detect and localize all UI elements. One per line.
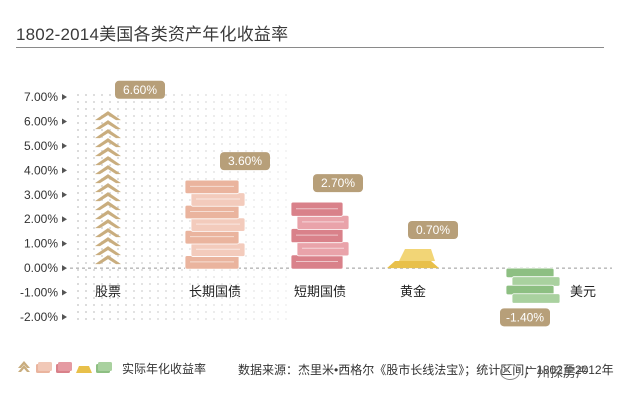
category-label: 短期国债 xyxy=(294,284,346,299)
y-tick-label: 7.00% xyxy=(24,90,58,104)
y-tick-marker xyxy=(62,118,67,125)
value-label-short-bonds-bg xyxy=(313,174,363,193)
y-tick-marker xyxy=(62,191,67,198)
value-label-gold-bg xyxy=(408,221,458,239)
category-label: 美元 xyxy=(570,284,596,299)
y-tick-marker xyxy=(62,265,67,272)
y-tick-label: 6.00% xyxy=(24,114,58,128)
watermark-text: 广州探房产 xyxy=(524,365,590,380)
value-label-short-bonds: 2.70% xyxy=(321,176,355,190)
bar-long-bonds xyxy=(184,179,246,270)
y-tick-label: 0.00% xyxy=(24,261,58,275)
bar-stocks xyxy=(95,111,121,265)
value-label-long-bonds-bg xyxy=(220,152,270,171)
value-label-long-bonds: 3.60% xyxy=(228,154,262,168)
title-divider xyxy=(16,47,604,48)
chevron-icon xyxy=(18,365,30,372)
watermark: 广州探房产 xyxy=(500,362,589,381)
value-label-stocks: 6.60% xyxy=(123,83,157,97)
category-label: 股票 xyxy=(95,284,121,299)
value-label-gold: 0.70% xyxy=(416,223,450,237)
y-tick-label: 2.00% xyxy=(24,212,58,226)
bar-short-bonds xyxy=(290,201,350,270)
value-label-dollar: -1.40% xyxy=(506,310,544,324)
y-tick-label: 3.00% xyxy=(24,188,58,202)
legend: 实际年化收益率 xyxy=(16,358,206,378)
page-title: 1802-2014美国各类资产年化收益率 xyxy=(16,25,289,44)
legend-asset-icons xyxy=(18,361,112,373)
y-tick-marker xyxy=(62,314,67,320)
y-tick-label: 4.00% xyxy=(24,163,58,177)
category-label: 黄金 xyxy=(400,284,426,299)
bar-gold xyxy=(387,249,439,269)
y-tick-marker xyxy=(62,289,67,296)
y-tick-label: 5.00% xyxy=(24,139,58,153)
y-tick-label: 1.00% xyxy=(24,237,58,251)
wechat-icon xyxy=(500,363,520,380)
y-tick-label: -2.00% xyxy=(20,310,58,324)
bar-dollar xyxy=(505,267,561,304)
legend-label: 实际年化收益率 xyxy=(122,361,207,376)
y-tick-marker xyxy=(62,216,67,223)
value-label-dollar-bg xyxy=(500,308,550,327)
value-label-stocks-bg xyxy=(115,80,165,99)
category-label: 长期国债 xyxy=(189,284,241,299)
gold-bar-icon xyxy=(76,366,92,373)
y-tick-label: -1.00% xyxy=(20,286,58,300)
y-tick-marker xyxy=(62,94,67,100)
y-tick-marker xyxy=(62,167,67,174)
y-tick-marker xyxy=(62,240,67,247)
y-tick-marker xyxy=(62,142,67,149)
